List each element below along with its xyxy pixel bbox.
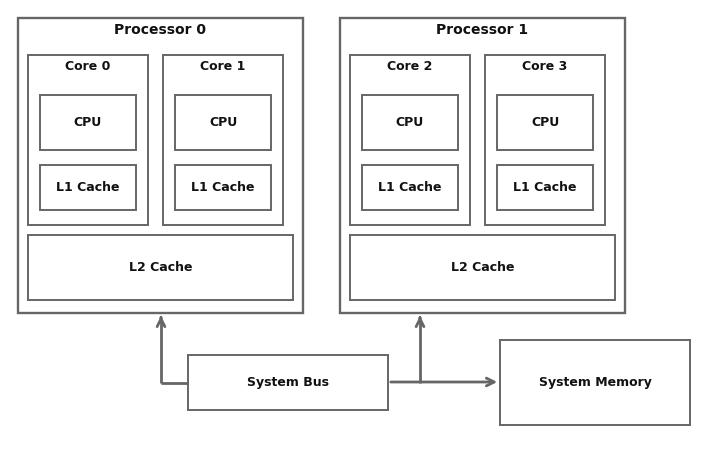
Bar [28,55,148,225]
Text: L2 Cache: L2 Cache [451,261,514,274]
Text: L1 Cache: L1 Cache [378,181,441,194]
Bar [350,55,470,225]
Bar [28,235,293,300]
Bar [40,95,136,150]
Text: Core 1: Core 1 [201,60,246,73]
Text: Core 2: Core 2 [387,60,433,73]
Bar [485,55,605,225]
Bar [350,235,615,300]
Text: L2 Cache: L2 Cache [129,261,192,274]
Text: L1 Cache: L1 Cache [56,181,120,194]
Bar [362,165,458,210]
Bar [362,95,458,150]
Bar [18,18,303,313]
Text: L1 Cache: L1 Cache [191,181,255,194]
Text: Core 0: Core 0 [65,60,111,73]
Bar [340,18,625,313]
Text: Processor 1: Processor 1 [436,23,529,37]
Text: System Bus: System Bus [247,376,329,389]
Text: CPU: CPU [531,116,559,129]
Text: System Memory: System Memory [539,376,651,389]
Bar [497,165,593,210]
Text: Core 3: Core 3 [522,60,567,73]
Bar [497,95,593,150]
Text: CPU: CPU [74,116,102,129]
Text: CPU: CPU [396,116,424,129]
Bar [500,340,690,425]
Bar [175,95,271,150]
Text: L1 Cache: L1 Cache [513,181,577,194]
Bar [40,165,136,210]
Bar [163,55,283,225]
Bar [175,165,271,210]
Bar [188,355,388,410]
Text: Processor 0: Processor 0 [115,23,206,37]
Text: CPU: CPU [209,116,237,129]
